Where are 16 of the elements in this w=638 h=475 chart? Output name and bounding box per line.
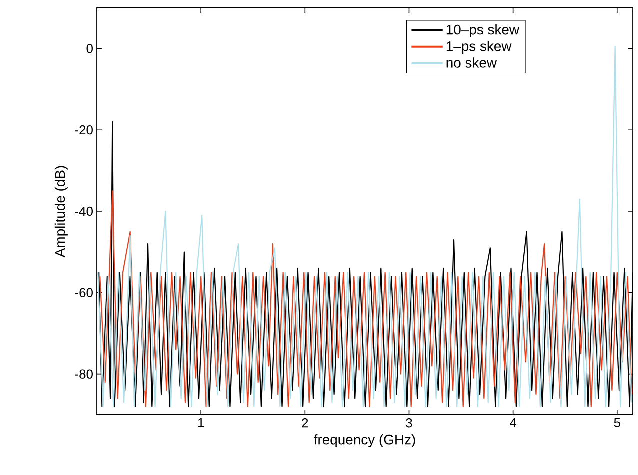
x-axis-title: frequency (GHz) xyxy=(314,434,416,448)
line-series xyxy=(100,190,633,408)
y-tick-label: -80 xyxy=(75,370,93,379)
x-tick-label: 3 xyxy=(406,418,412,428)
y-axis-title: Amplitude (dB) xyxy=(54,166,68,258)
x-tick-label: 1 xyxy=(198,418,204,428)
y-tick-label: 0 xyxy=(86,44,93,54)
legend-label: no skew xyxy=(446,58,498,68)
legend-label: 10–ps skew xyxy=(446,24,520,38)
legend-label: 1–ps skew xyxy=(446,41,512,54)
x-tick-label: 5 xyxy=(614,418,620,428)
x-tick-label: 4 xyxy=(510,418,517,428)
y-tick-label: -20 xyxy=(75,126,93,135)
y-tick-label: -60 xyxy=(75,288,93,298)
x-tick-label: 2 xyxy=(302,418,308,428)
y-tick-label: -40 xyxy=(75,206,93,216)
